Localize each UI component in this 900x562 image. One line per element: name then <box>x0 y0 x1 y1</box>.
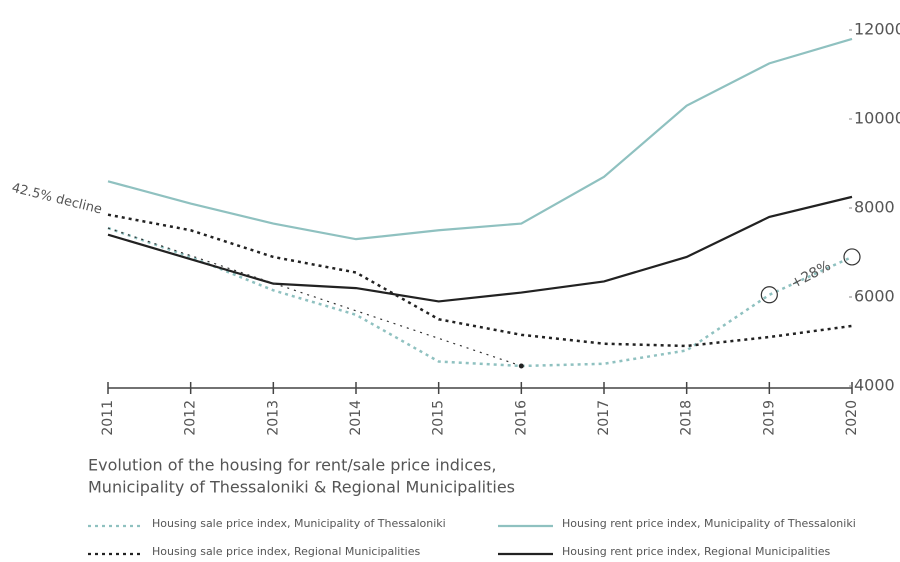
legend-label: Housing sale price index, Municipality o… <box>152 517 446 530</box>
legend-label: Housing rent price index, Municipality o… <box>562 517 856 530</box>
chart-title: Municipality of Thessaloniki & Regional … <box>88 478 515 497</box>
series-line <box>107 195 853 303</box>
x-tick-label: 2011 <box>100 400 116 436</box>
annotation-circle <box>760 286 778 304</box>
legend-label: Housing rent price index, Regional Munic… <box>562 545 831 558</box>
annotation-line <box>107 227 522 367</box>
x-tick-label: 2017 <box>596 400 612 436</box>
series-line <box>107 213 853 348</box>
chart-title: Evolution of the housing for rent/sale p… <box>88 456 496 475</box>
annotation-circle <box>843 248 861 266</box>
x-tick-label: 2020 <box>844 400 860 436</box>
y-tick-label: 6000 <box>854 287 895 306</box>
y-tick-label: 4000 <box>854 376 895 395</box>
x-tick-label: 2012 <box>183 400 199 436</box>
legend-label: Housing sale price index, Regional Munic… <box>152 545 420 558</box>
y-tick-label: 10000 <box>854 109 900 128</box>
annotation-dot <box>518 363 524 369</box>
x-tick-label: 2016 <box>513 400 529 436</box>
series-line <box>107 37 853 241</box>
series-line <box>107 226 853 368</box>
x-tick-label: 2014 <box>348 400 364 436</box>
annotation: +28% <box>788 258 833 292</box>
y-tick-label: 12000 <box>854 20 900 39</box>
x-tick-label: 2019 <box>761 400 777 436</box>
annotation: 42.5% decline <box>10 181 103 218</box>
x-tick-label: 2015 <box>431 400 447 436</box>
x-tick-label: 2013 <box>265 400 281 436</box>
y-tick-label: 8000 <box>854 198 895 217</box>
x-tick-label: 2018 <box>679 400 695 436</box>
